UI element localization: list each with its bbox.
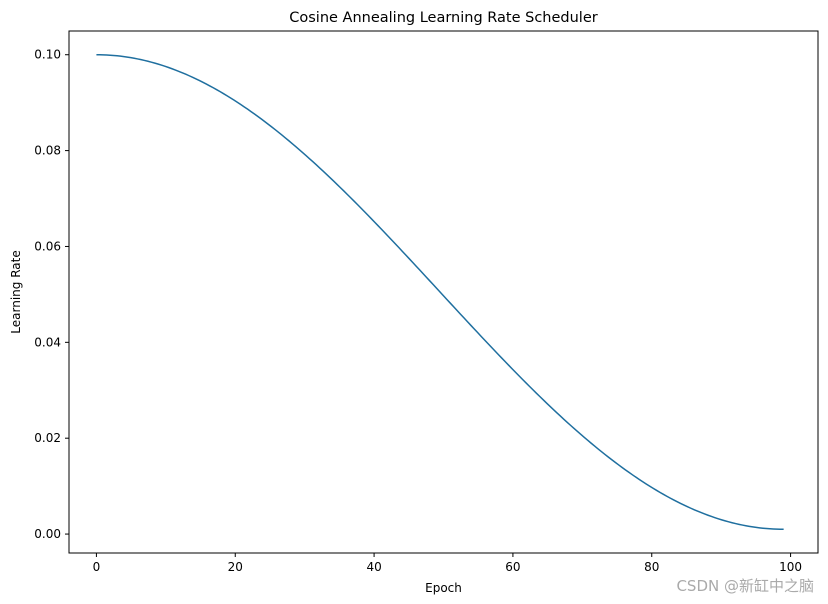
plot-area bbox=[68, 30, 819, 554]
x-tick-label: 80 bbox=[644, 560, 659, 574]
y-tick-label: 0.06 bbox=[34, 239, 61, 253]
plot-frame bbox=[68, 30, 819, 554]
y-tick-label: 0.04 bbox=[34, 335, 61, 349]
x-tick-label: 100 bbox=[779, 560, 802, 574]
x-tick-label: 0 bbox=[93, 560, 101, 574]
x-tick-label: 60 bbox=[505, 560, 520, 574]
y-axis: 0.00 0.02 0.04 0.06 0.08 0.10 bbox=[34, 48, 69, 541]
x-tick-label: 40 bbox=[366, 560, 381, 574]
x-tick-label: 20 bbox=[228, 560, 243, 574]
x-axis: 0 20 40 60 80 100 bbox=[93, 553, 802, 574]
watermark: CSDN @新缸中之脑 bbox=[676, 577, 814, 595]
y-axis-label: Learning Rate bbox=[9, 250, 23, 333]
y-tick-label: 0.00 bbox=[34, 527, 61, 541]
x-axis-label: Epoch bbox=[425, 581, 462, 595]
y-tick-label: 0.10 bbox=[34, 48, 61, 62]
y-tick-label: 0.02 bbox=[34, 431, 61, 445]
chart-title: Cosine Annealing Learning Rate Scheduler bbox=[289, 10, 598, 26]
y-tick-label: 0.08 bbox=[34, 144, 61, 158]
series-line bbox=[96, 53, 784, 531]
